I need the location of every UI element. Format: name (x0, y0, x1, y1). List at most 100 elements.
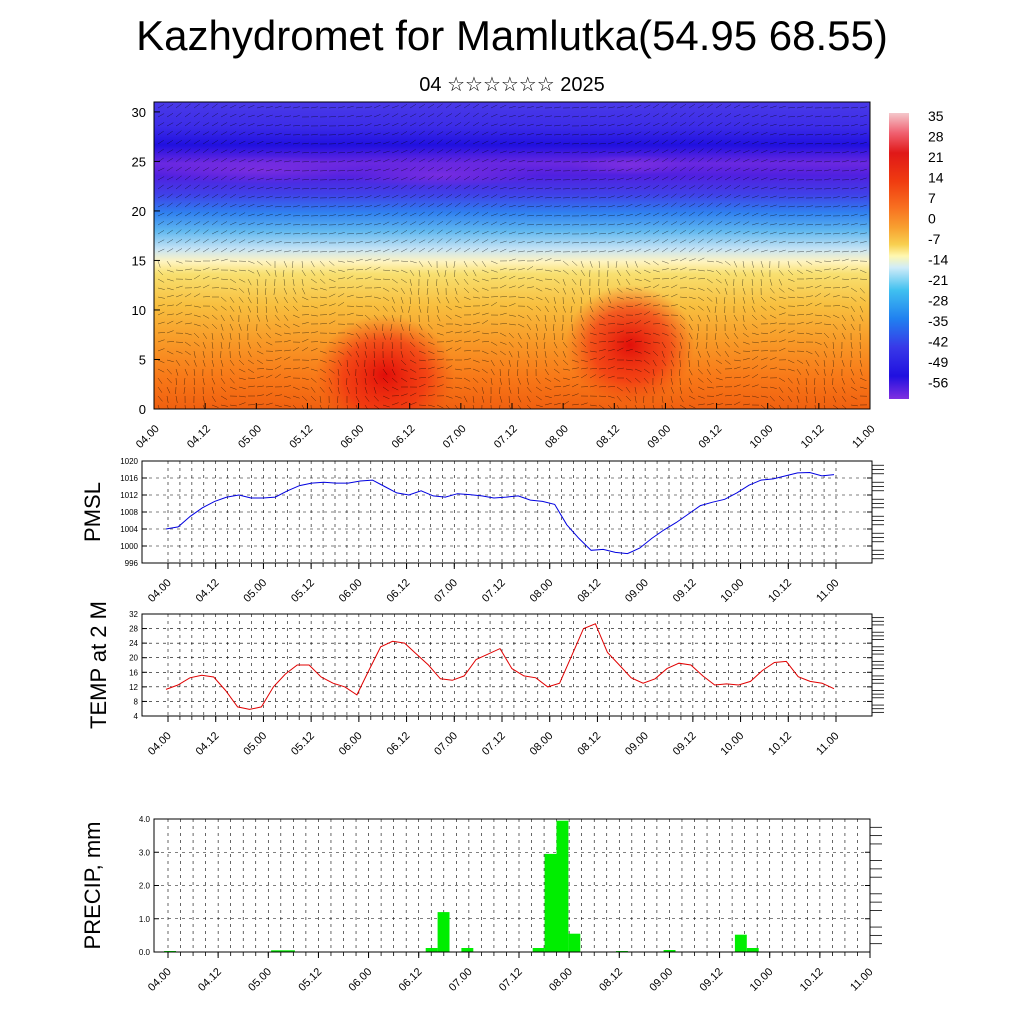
precip-bar (532, 948, 545, 952)
wind-barb (517, 114, 525, 118)
wind-barb (733, 332, 739, 339)
wind-barb (850, 323, 855, 331)
wind-barb (562, 305, 566, 313)
wind-barb (634, 377, 641, 383)
wind-barb (211, 239, 219, 244)
wind-barb (580, 278, 582, 287)
wind-barb (247, 222, 255, 226)
wind-barb (616, 231, 624, 235)
wind-barb (346, 386, 350, 394)
wind-barb (805, 205, 813, 208)
wind-barb (616, 249, 624, 253)
wind-barb (228, 341, 231, 349)
wind-barb (715, 260, 723, 264)
precip-bar (734, 934, 747, 952)
wind-barb (472, 395, 475, 403)
wind-barb (499, 240, 507, 244)
wind-barb (283, 169, 292, 172)
wind-barb (265, 323, 271, 330)
wind-barb (481, 239, 489, 244)
wind-barb (580, 287, 584, 295)
wind-barb (409, 368, 417, 373)
wind-barb (319, 350, 327, 354)
wind-barb (841, 314, 846, 322)
wind-barb (346, 260, 354, 263)
wind-barb (166, 377, 172, 384)
wind-barb (859, 314, 864, 322)
wind-barb (247, 159, 255, 163)
wind-barb (787, 287, 795, 292)
wind-barb (769, 150, 777, 154)
wind-barb (634, 230, 642, 235)
wind-barb (463, 131, 471, 136)
wind-barb (220, 341, 223, 349)
precip-bar (271, 950, 283, 952)
wind-barb (328, 312, 336, 316)
wind-barb (652, 332, 660, 336)
x-tick-label: 10.00 (718, 730, 746, 758)
wind-barb (175, 202, 182, 208)
wind-barb (220, 239, 228, 244)
wind-barb (373, 332, 376, 340)
wind-barb (229, 278, 237, 283)
wind-barb (499, 150, 507, 154)
wind-barb (364, 186, 372, 190)
wind-barb (481, 359, 489, 362)
wind-barb (337, 142, 345, 145)
wind-barb (454, 104, 462, 109)
wind-barb (661, 368, 663, 377)
wind-barb (769, 357, 777, 361)
wind-barb (454, 175, 461, 181)
wind-barb (508, 159, 516, 163)
wind-barb (310, 377, 317, 383)
wind-barb (832, 359, 835, 368)
wind-barb (823, 152, 832, 154)
wind-barb (328, 368, 335, 374)
wind-barb (598, 205, 606, 208)
wind-barb (373, 386, 377, 394)
wind-barb (778, 205, 786, 208)
wind-barb (859, 114, 867, 118)
wind-barb (265, 374, 273, 379)
wind-barb (418, 350, 426, 354)
wind-barb (454, 339, 462, 343)
wind-barb (715, 229, 722, 235)
wind-barb (337, 377, 340, 386)
wind-barb (319, 224, 328, 226)
wind-barb (634, 167, 642, 172)
wind-barb (355, 232, 363, 235)
wind-barb (661, 149, 669, 154)
wind-barb (714, 305, 717, 313)
wind-barb (553, 115, 562, 118)
wind-barb (661, 350, 665, 358)
wind-barb (850, 404, 858, 407)
wind-barb (616, 395, 622, 402)
wind-barb (850, 142, 858, 145)
wind-barb (571, 269, 577, 276)
wind-barb (607, 296, 612, 304)
wind-barb (364, 115, 372, 118)
wind-barb (823, 332, 830, 339)
wind-barb (274, 151, 282, 154)
wind-barb (499, 195, 507, 199)
wind-barb (688, 104, 696, 109)
wind-barbs (157, 103, 868, 409)
wind-barb (364, 266, 372, 271)
wind-barb (193, 176, 201, 181)
wind-barb (652, 204, 660, 208)
wind-barb (607, 214, 615, 217)
wind-barb (778, 168, 786, 172)
wind-barb (418, 296, 420, 305)
wind-barb (454, 149, 462, 154)
wind-barb (625, 168, 633, 172)
wind-barb (778, 196, 786, 199)
wind-barb (516, 359, 519, 367)
wind-barb (193, 323, 201, 327)
wind-barb (742, 239, 750, 244)
wind-barb (814, 386, 816, 395)
wind-barb (841, 133, 849, 136)
wind-barb (724, 376, 732, 379)
wind-barb (670, 149, 678, 154)
wind-barb (382, 395, 390, 400)
